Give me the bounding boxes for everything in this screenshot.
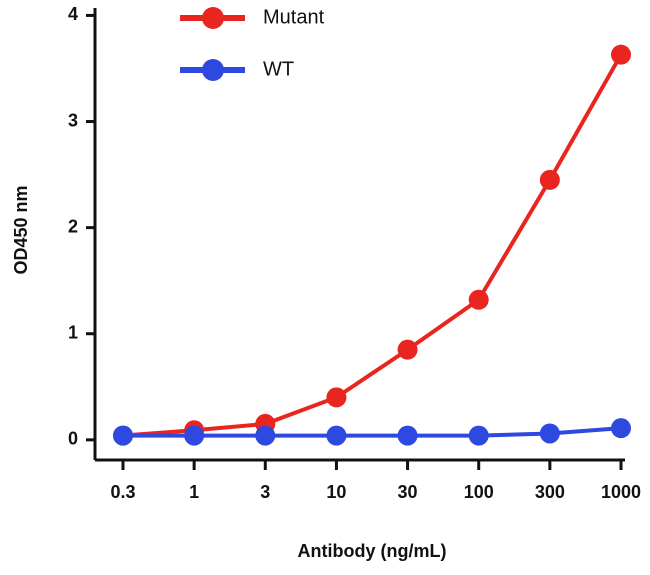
legend-marker [202, 7, 224, 29]
legend-label: WT [263, 58, 294, 80]
data-point [255, 425, 276, 446]
data-point [397, 339, 418, 360]
x-tick-label: 1 [189, 482, 199, 502]
x-tick-label: 10 [326, 482, 346, 502]
x-tick-label: 300 [535, 482, 565, 502]
y-tick-label: 0 [68, 429, 78, 449]
y-tick-label: 2 [68, 216, 78, 236]
y-axis-title: OD450 nm [11, 185, 31, 274]
x-tick-label: 0.3 [110, 482, 135, 502]
legend-label: Mutant [263, 6, 325, 28]
data-point [611, 44, 631, 65]
data-point [539, 169, 560, 190]
data-point [611, 418, 631, 439]
data-point [326, 425, 347, 446]
data-point [468, 289, 489, 310]
x-tick-label: 100 [464, 482, 494, 502]
x-tick-label: 3 [260, 482, 270, 502]
data-point [184, 425, 205, 446]
y-tick-label: 1 [68, 322, 78, 342]
data-point [468, 425, 489, 446]
data-point [397, 425, 418, 446]
series-line [123, 426, 622, 438]
x-tick-label: 1000 [601, 482, 641, 502]
legend-marker [202, 59, 224, 81]
y-tick-label: 3 [68, 110, 78, 130]
data-point [539, 423, 560, 444]
x-axis-title: Antibody (ng/mL) [298, 541, 447, 561]
data-point [113, 425, 133, 446]
series-line [122, 53, 623, 438]
x-tick-label: 30 [398, 482, 418, 502]
y-tick-label: 4 [68, 4, 78, 24]
data-point [326, 387, 347, 408]
